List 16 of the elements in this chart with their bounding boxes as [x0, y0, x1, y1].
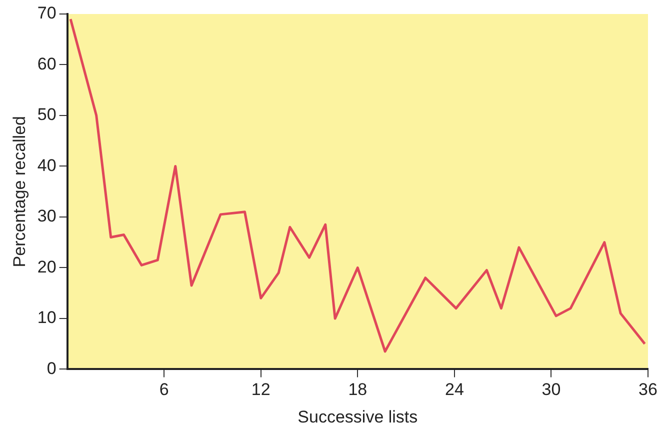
x-tick-label: 24	[444, 380, 464, 400]
y-tick-label: 70	[37, 4, 56, 23]
x-tick-label: 30	[542, 380, 561, 400]
y-tick-label: 60	[37, 54, 56, 74]
y-axis-title: Percentage recalled	[10, 116, 29, 268]
y-tick-label: 0	[46, 358, 56, 378]
y-tick-label: 10	[37, 308, 56, 328]
x-tick-label: 36	[638, 380, 658, 400]
x-axis-title: Successive lists	[298, 407, 418, 426]
y-tick-label: 40	[37, 156, 56, 175]
x-tick-label: 18	[348, 380, 368, 400]
y-tick-label: 30	[37, 206, 56, 226]
x-tick-label: 6	[159, 380, 169, 400]
x-tick-label: 12	[251, 380, 270, 400]
y-tick-label: 20	[37, 257, 56, 276]
y-tick-label: 50	[37, 105, 56, 124]
